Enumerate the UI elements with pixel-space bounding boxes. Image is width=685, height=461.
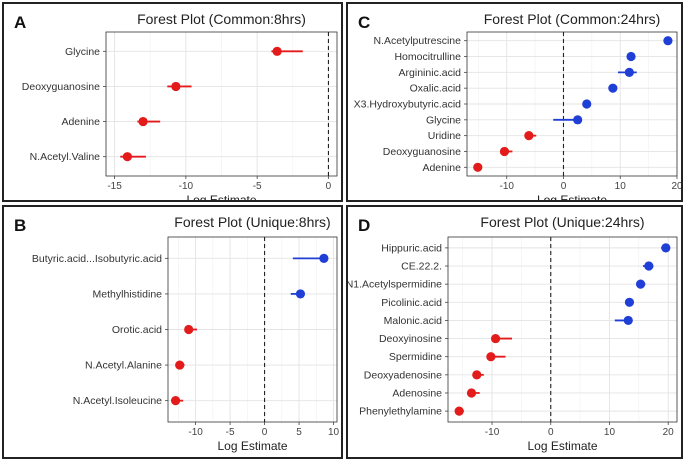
panel-b: B Forest Plot (Unique:8hrs) -10 -5 0 5 10 Log E…: [2, 205, 343, 459]
x-tick-label: 0: [262, 427, 268, 438]
point-estimate: [272, 46, 282, 56]
point-estimate: [175, 360, 185, 370]
category-label: Methylhistidine: [93, 288, 163, 300]
point-estimate: [582, 99, 592, 109]
category-label: N.Acetyl.Valine: [30, 151, 101, 163]
category-label: Orotic.acid: [112, 324, 162, 336]
x-tick-label: 0: [548, 427, 554, 438]
category-label: Oxalic.acid: [410, 83, 462, 95]
point-estimate: [486, 352, 496, 362]
point-estimate: [454, 406, 464, 416]
plot-frame: [447, 236, 678, 423]
x-tick-label: -10: [500, 181, 515, 192]
plot-title-d: Forest Plot (Unique:24hrs): [480, 214, 644, 230]
x-tick-label: 0: [326, 181, 332, 192]
category-label: Uridine: [428, 130, 461, 142]
category-label: N.Acetyl.Alanine: [85, 360, 162, 372]
category-label: Homocitrulline: [394, 51, 461, 63]
x-tick-label: 0: [561, 181, 567, 192]
point-estimate: [295, 289, 306, 299]
category-label: Phenylethylamine: [359, 406, 442, 418]
point-estimate: [499, 146, 510, 157]
panel-label-c: C: [358, 13, 370, 32]
x-tick-label: 10: [604, 427, 616, 438]
category-label: CE.22.2.: [401, 261, 442, 273]
x-tick-label: -10: [485, 427, 500, 438]
point-estimate: [661, 243, 671, 253]
point-estimate: [524, 131, 534, 141]
category-label: Argininic.acid: [399, 67, 462, 79]
category-label: Butyric.acid...Isobutyric.acid: [32, 253, 162, 265]
category-label: Spermidine: [389, 351, 442, 363]
point-estimate: [663, 36, 673, 46]
point-estimate: [644, 261, 654, 271]
point-estimate: [122, 152, 132, 162]
x-axis-label: Log Estimate: [527, 439, 597, 453]
panel-d: D Forest Plot (Unique:24hrs) -10 0 10 20 Log E…: [346, 205, 683, 459]
point-estimate: [473, 162, 483, 172]
plot-title-b: Forest Plot (Unique:8hrs): [174, 214, 330, 230]
x-tick-label: 10: [615, 181, 627, 192]
point-estimate: [608, 83, 618, 93]
x-tick-label: -15: [107, 181, 122, 192]
point-estimate: [138, 116, 148, 127]
point-estimate: [623, 315, 633, 326]
x-tick-label: 5: [296, 427, 302, 438]
category-label: Glycine: [426, 114, 461, 126]
category-label: Malonic.acid: [384, 315, 443, 327]
point-estimate: [184, 324, 194, 335]
panel-label-d: D: [358, 216, 370, 235]
point-estimate: [472, 370, 482, 380]
category-label: Adenine: [61, 116, 100, 128]
x-axis-label: Log Estimate: [537, 193, 607, 200]
point-estimate: [635, 279, 646, 289]
plot-title-c: Forest Plot (Common:24hrs): [484, 11, 661, 27]
category-label: N.Acetylputrescine: [373, 35, 461, 47]
point-estimate: [490, 333, 501, 344]
category-label: Adenine: [422, 162, 461, 174]
point-estimate: [466, 388, 477, 398]
plot-title-a: Forest Plot (Common:8hrs): [137, 11, 306, 27]
point-estimate: [171, 81, 181, 92]
category-label: X3.Hydroxybutyric.acid: [354, 99, 462, 111]
x-axis-label: Log Estimate: [217, 439, 287, 453]
category-label: N1.Acetylspermidine: [348, 279, 442, 291]
forest-plot-a: A Forest Plot (Common:8hrs) -15 -10 -5 0 Log E…: [14, 11, 338, 200]
x-tick-label: -10: [188, 427, 203, 438]
panel-label-a: A: [14, 13, 26, 32]
x-tick-label: -10: [179, 181, 194, 192]
x-tick-label: 20: [671, 181, 681, 192]
x-axis-label: Log Estimate: [186, 193, 256, 200]
point-estimate: [170, 396, 181, 406]
point-estimate: [624, 297, 635, 307]
category-label: Glycine: [65, 46, 100, 58]
point-estimate: [319, 253, 329, 263]
category-label: Picolinic.acid: [381, 297, 442, 309]
category-label: N.Acetyl.Isoleucine: [73, 395, 162, 407]
x-tick-label: 20: [663, 427, 675, 438]
category-label: Deoxyinosine: [379, 333, 442, 345]
panel-a: A Forest Plot (Common:8hrs) -15 -10 -5 0 Log E…: [2, 2, 343, 202]
forest-plot-c: C Forest Plot (Common:24hrs) -10 0 10 20 Log E…: [354, 11, 681, 200]
category-label: Deoxyadenosine: [364, 369, 442, 381]
category-label: Deoxyguanosine: [383, 146, 461, 158]
x-tick-label: -5: [226, 427, 235, 438]
forest-plot-b: B Forest Plot (Unique:8hrs) -10 -5 0 5 10 Log E…: [14, 214, 340, 453]
forest-plot-d: D Forest Plot (Unique:24hrs) -10 0 10 20 Log E…: [348, 214, 678, 453]
category-label: Hippuric.acid: [381, 242, 442, 254]
x-tick-label: 10: [328, 427, 340, 438]
panel-c: C Forest Plot (Common:24hrs) -10 0 10 20 Log E…: [346, 2, 683, 202]
x-tick-label: -5: [253, 181, 262, 192]
point-estimate: [573, 115, 583, 125]
plot-frame: [105, 31, 338, 177]
point-estimate: [626, 51, 636, 62]
panel-label-b: B: [14, 216, 26, 235]
category-label: Adenosine: [392, 387, 442, 399]
category-label: Deoxyguanosine: [22, 81, 100, 93]
point-estimate: [624, 67, 634, 77]
